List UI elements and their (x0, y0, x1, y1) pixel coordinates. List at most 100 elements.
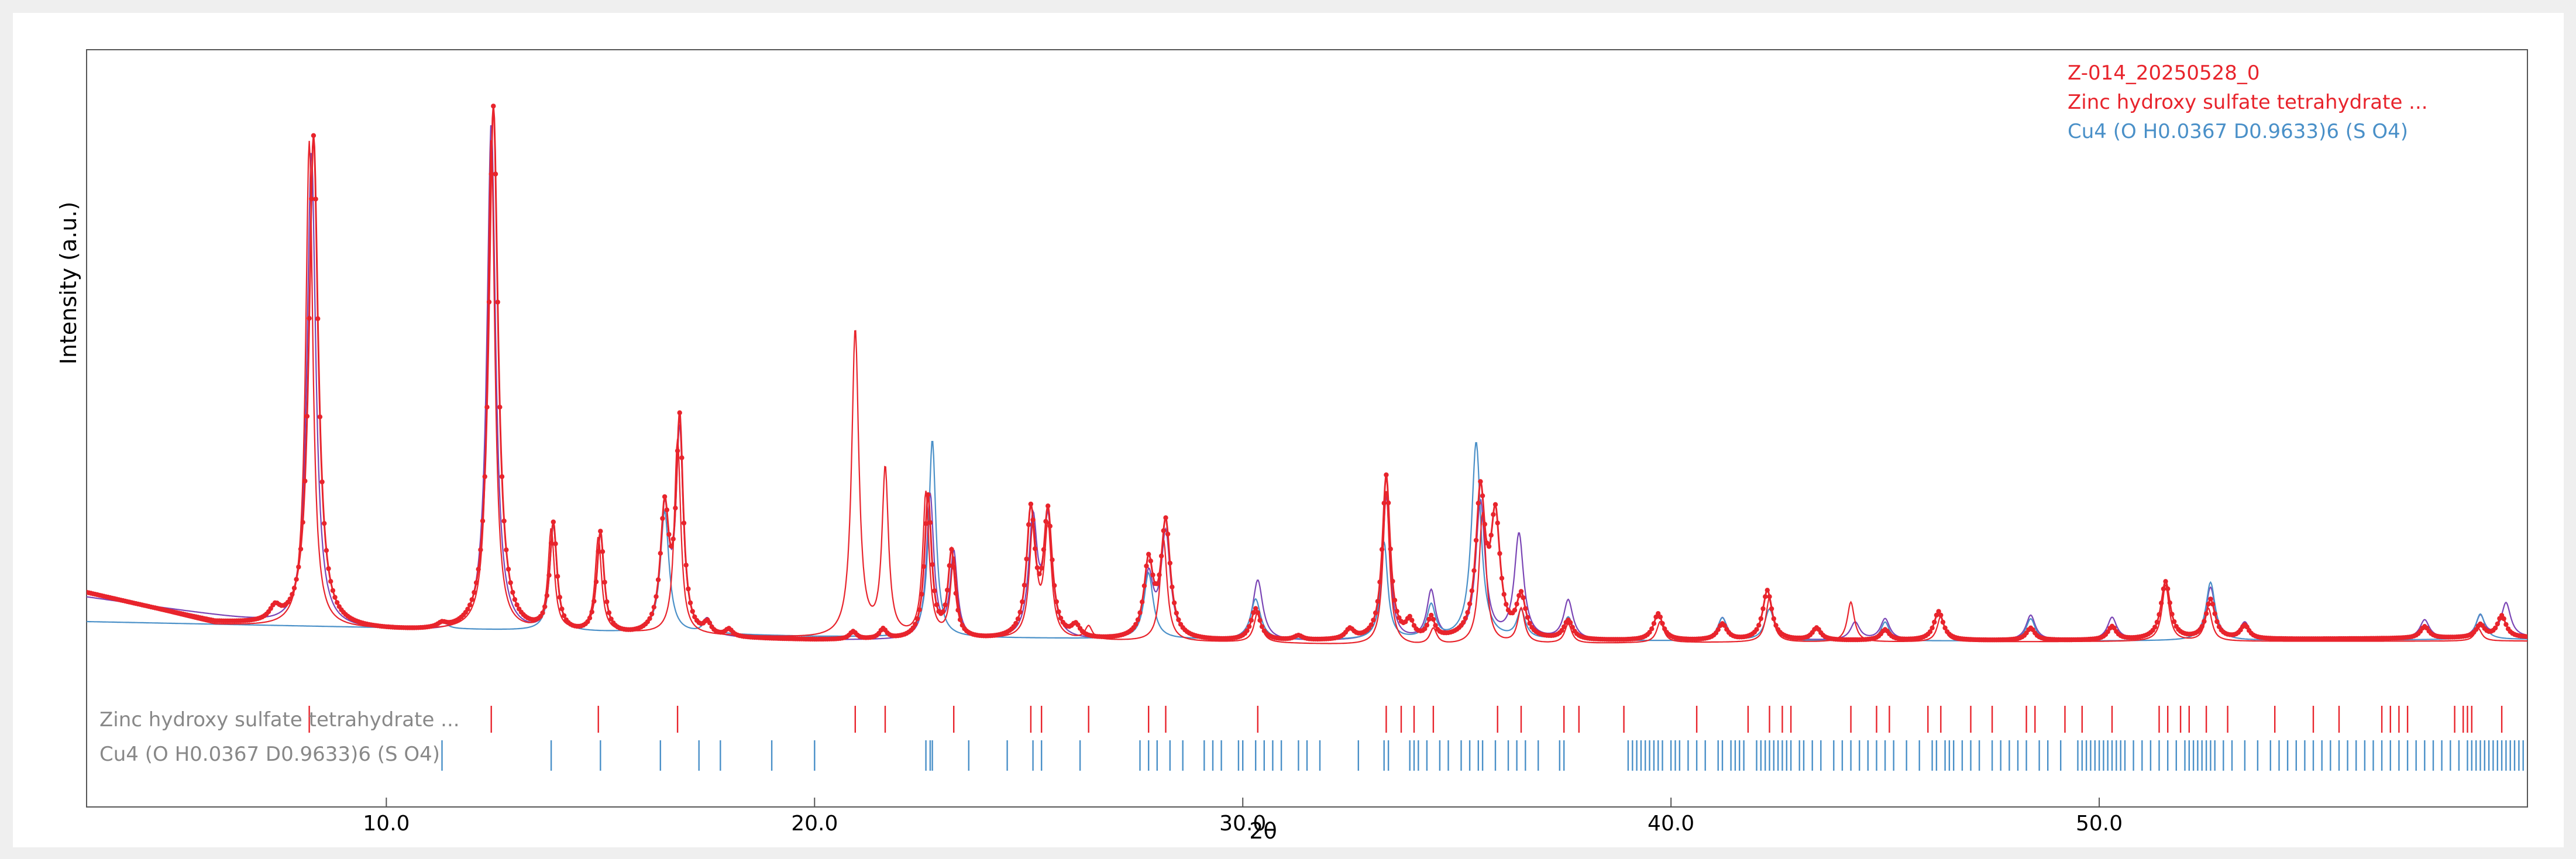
data-point (1471, 568, 1477, 573)
data-point (1756, 623, 1762, 628)
data-point (1469, 588, 1474, 594)
data-point (647, 616, 652, 622)
data-point (493, 171, 498, 177)
data-point (1499, 575, 1505, 581)
data-point (1388, 546, 1393, 551)
data-point (1465, 610, 1470, 615)
x-tick-label: 40.0 (1648, 812, 1694, 836)
data-point (914, 616, 920, 622)
data-point (1521, 595, 1526, 601)
data-point (2199, 624, 2204, 629)
data-point (1022, 582, 1027, 588)
data-point (290, 592, 295, 597)
data-point (2159, 601, 2164, 606)
legend: Z-014_20250528_0 Zinc hydroxy sulfate tet… (2068, 61, 2428, 143)
data-point (593, 579, 599, 585)
data-point (1390, 578, 1395, 584)
data-point (1409, 617, 1415, 623)
data-point (662, 494, 668, 499)
data-point (302, 478, 308, 484)
data-point (1433, 623, 1438, 628)
data-point (917, 607, 922, 612)
data-point (673, 505, 678, 510)
data-point (1020, 599, 1025, 605)
data-point (1754, 627, 1759, 632)
data-point (546, 572, 552, 578)
data-point (651, 605, 657, 610)
data-point (1491, 512, 1496, 518)
data-point (1176, 617, 1181, 623)
data-point (943, 602, 948, 608)
x-tick-label: 10.0 (363, 812, 410, 836)
data-point (2244, 624, 2250, 630)
data-point (1527, 620, 1532, 626)
data-point (1771, 616, 1776, 622)
data-point (1938, 612, 1944, 618)
data-point (602, 579, 607, 585)
data-point (926, 492, 931, 498)
data-point (660, 516, 665, 521)
data-point (1422, 626, 1428, 632)
data-point (932, 588, 937, 594)
data-point (467, 602, 473, 608)
data-point (1058, 615, 1064, 621)
data-point (1504, 602, 1509, 607)
data-point (514, 602, 520, 608)
data-point (2214, 619, 2220, 625)
data-point (1028, 501, 1034, 507)
data-point (2167, 600, 2172, 605)
data-point (1135, 617, 1141, 623)
data-point (2203, 611, 2209, 616)
data-point (1148, 558, 1154, 564)
data-point (291, 585, 297, 591)
data-point (1033, 546, 1038, 551)
data-point (658, 551, 663, 556)
data-point (1512, 608, 1518, 613)
data-point (2495, 621, 2500, 627)
data-point (949, 547, 954, 552)
data-point (1492, 502, 1498, 507)
data-point (1141, 583, 1147, 588)
series-line (87, 140, 2527, 644)
data-point (2212, 611, 2217, 616)
data-point (2501, 616, 2506, 622)
data-point (313, 196, 318, 202)
data-point (1927, 629, 1933, 634)
data-point (307, 316, 312, 321)
data-point (957, 617, 963, 622)
data-point (2169, 612, 2175, 617)
data-point (945, 587, 950, 593)
data-point (1075, 622, 1081, 627)
data-point (1722, 623, 1727, 628)
data-point (1253, 606, 1258, 611)
data-point (1514, 601, 1519, 607)
data-point (2503, 622, 2509, 627)
data-point (1163, 515, 1168, 520)
data-point (478, 547, 483, 553)
plot-area (86, 49, 2528, 808)
data-point (495, 299, 500, 305)
data-point (1478, 479, 1483, 484)
data-point (1461, 620, 1466, 625)
data-point (1516, 593, 1522, 598)
data-point (508, 580, 513, 585)
data-point (1368, 622, 1374, 627)
data-point (1171, 600, 1177, 606)
data-point (1154, 581, 1160, 587)
data-point (951, 564, 957, 570)
data-point (1165, 532, 1171, 537)
data-point (2163, 579, 2168, 584)
data-point (587, 615, 593, 621)
data-point (294, 577, 299, 582)
data-point (686, 586, 691, 592)
data-point (1647, 630, 1652, 635)
data-point (955, 608, 961, 613)
data-point (1392, 598, 1398, 603)
data-point (551, 519, 556, 525)
data-point (608, 616, 614, 622)
data-point (512, 597, 518, 602)
data-point (670, 536, 676, 541)
data-point (1476, 501, 1481, 506)
x-axis: 10.0 20.0 30.0 40.0 50.0 (363, 798, 2123, 836)
data-point (2210, 602, 2216, 607)
